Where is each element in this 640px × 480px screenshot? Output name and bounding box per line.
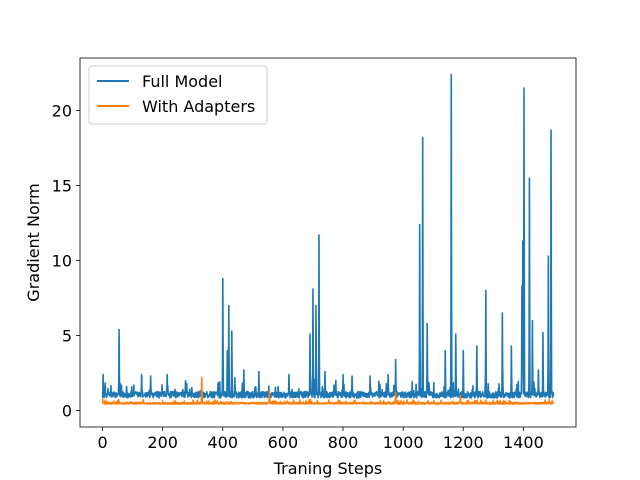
series-line-with-adapters (101, 376, 555, 405)
y-tick-label: 15 (52, 177, 72, 196)
y-tick-label: 0 (62, 402, 72, 421)
series-lines (101, 73, 555, 405)
series-line-full-model (101, 73, 555, 399)
x-axis-label: Traning Steps (273, 459, 383, 478)
x-tick-label: 1400 (503, 433, 544, 452)
y-tick-label: 20 (52, 102, 72, 121)
y-tick-label: 10 (52, 252, 72, 271)
x-tick-label: 1200 (443, 433, 484, 452)
y-axis-label: Gradient Norm (24, 183, 43, 301)
x-tick-label: 200 (147, 433, 178, 452)
x-tick-label: 0 (97, 433, 107, 452)
x-tick-label: 1000 (383, 433, 424, 452)
x-tick-label: 800 (328, 433, 359, 452)
plot-frame (79, 57, 577, 428)
legend-label-with-adapters: With Adapters (142, 97, 255, 116)
legend-box (88, 65, 268, 125)
y-axis-ticks: 0 5 10 15 20 (52, 102, 80, 421)
y-tick-label: 5 (62, 327, 72, 346)
x-axis-ticks: 0 200 400 600 800 1000 1200 1400 (97, 427, 544, 452)
legend-label-full-model: Full Model (142, 72, 222, 91)
legend: Full Model With Adapters (88, 65, 268, 125)
x-tick-label: 400 (208, 433, 239, 452)
x-tick-label: 600 (268, 433, 299, 452)
